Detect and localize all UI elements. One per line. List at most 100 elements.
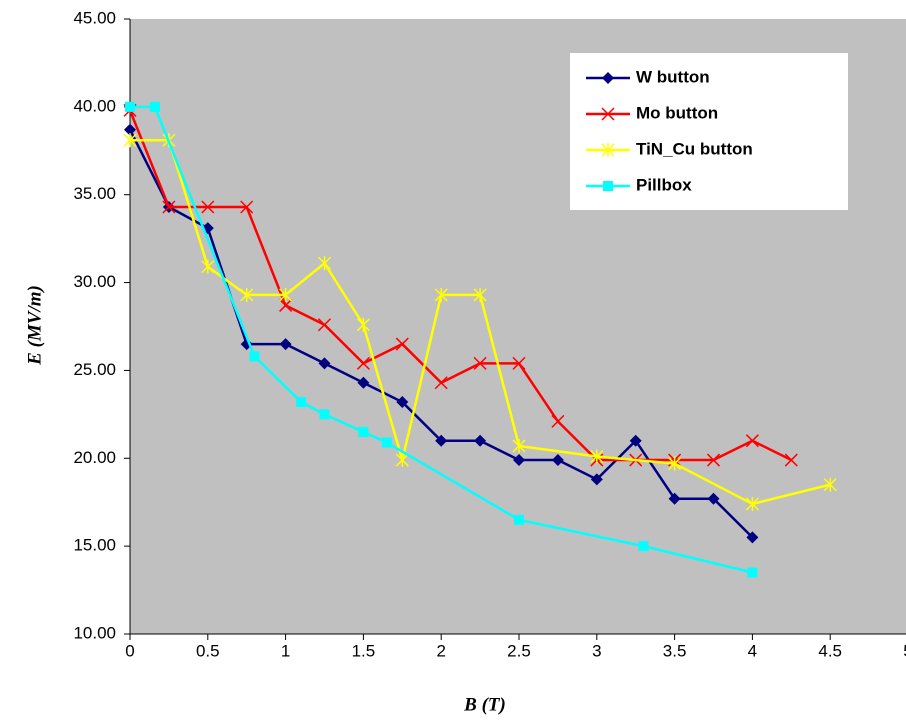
- marker-shape: [513, 454, 525, 467]
- marker: [317, 256, 332, 271]
- series-line: [130, 105, 753, 574]
- marker-shape: [706, 453, 721, 467]
- marker-shape: [356, 356, 370, 370]
- marker-shape: [512, 356, 526, 370]
- y-tick-label: 40.00: [73, 96, 116, 115]
- marker-shape: [396, 396, 409, 409]
- marker: [124, 123, 136, 136]
- marker: [356, 356, 370, 370]
- marker-shape: [201, 259, 215, 274]
- marker: [279, 338, 292, 351]
- marker-shape: [746, 531, 759, 544]
- x-tick-label: 1.5: [352, 641, 376, 660]
- marker-shape: [473, 287, 487, 302]
- y-tick-label: 35.00: [73, 184, 116, 203]
- marker: [513, 454, 525, 467]
- legend-label: W button: [636, 67, 710, 86]
- y-tick-label: 15.00: [73, 536, 116, 555]
- marker: [317, 318, 332, 332]
- marker: [745, 434, 759, 448]
- marker: [434, 376, 448, 390]
- marker: [590, 449, 604, 464]
- marker: [162, 200, 176, 214]
- marker-shape: [745, 434, 759, 448]
- marker: [601, 143, 615, 157]
- marker: [706, 453, 721, 467]
- marker: [395, 337, 409, 351]
- marker-shape: [317, 256, 332, 271]
- marker-shape: [514, 514, 524, 525]
- marker: [474, 434, 487, 447]
- marker: [747, 567, 758, 578]
- marker-shape: [296, 397, 307, 408]
- marker: [201, 259, 215, 274]
- marker: [784, 453, 798, 467]
- marker: [296, 397, 307, 408]
- marker: [279, 287, 293, 302]
- marker-shape: [823, 477, 837, 492]
- y-tick-label: 45.00: [73, 8, 116, 27]
- legend-label: Pillbox: [636, 175, 692, 194]
- marker-shape: [279, 287, 293, 302]
- marker: [745, 496, 759, 511]
- marker-shape: [279, 338, 292, 351]
- marker-shape: [747, 567, 758, 578]
- marker-shape: [435, 434, 448, 447]
- marker-shape: [357, 376, 370, 389]
- marker-shape: [474, 434, 487, 447]
- marker-shape: [395, 337, 409, 351]
- marker: [512, 438, 526, 453]
- marker-shape: [240, 287, 254, 302]
- marker: [551, 414, 565, 428]
- marker-shape: [318, 357, 331, 370]
- marker: [149, 101, 160, 112]
- x-axis-label: B (T): [463, 694, 506, 715]
- x-tick-label: 3: [592, 641, 601, 660]
- legend-label: TiN_Cu button: [636, 139, 753, 158]
- marker-shape: [317, 318, 332, 332]
- marker-shape: [668, 492, 681, 505]
- marker-shape: [602, 72, 614, 84]
- series-line: [128, 109, 792, 462]
- marker: [473, 287, 487, 302]
- x-tick-label: 5: [903, 641, 906, 660]
- legend-label: Mo button: [636, 103, 718, 122]
- marker: [590, 473, 603, 486]
- y-tick-label: 10.00: [73, 623, 116, 642]
- y-tick-label: 30.00: [73, 272, 116, 291]
- marker: [638, 541, 649, 552]
- marker: [514, 514, 524, 525]
- marker-shape: [124, 123, 136, 136]
- marker: [123, 133, 137, 148]
- x-tick-label: 3.5: [663, 641, 687, 660]
- marker-shape: [358, 426, 369, 437]
- marker: [395, 453, 409, 468]
- marker: [434, 287, 448, 302]
- x-tick-label: 0: [125, 641, 134, 660]
- marker: [823, 477, 837, 492]
- marker-shape: [603, 181, 613, 191]
- marker: [668, 456, 682, 471]
- x-tick-label: 0.5: [196, 641, 220, 660]
- marker-shape: [784, 453, 798, 467]
- marker-shape: [551, 414, 565, 428]
- marker: [629, 434, 642, 447]
- marker-shape: [279, 298, 293, 312]
- marker-shape: [356, 317, 370, 332]
- marker: [601, 107, 615, 121]
- marker: [473, 356, 487, 370]
- marker-shape: [745, 496, 759, 511]
- marker-shape: [125, 101, 135, 112]
- marker: [358, 426, 369, 437]
- marker: [240, 287, 254, 302]
- marker-shape: [638, 541, 649, 552]
- marker: [746, 531, 759, 544]
- marker-shape: [601, 107, 615, 121]
- marker-shape: [551, 454, 564, 467]
- x-tick-label: 4.5: [818, 641, 842, 660]
- x-tick-label: 1: [281, 641, 290, 660]
- marker: [707, 492, 720, 505]
- y-tick-label: 25.00: [73, 360, 116, 379]
- marker-shape: [162, 200, 176, 214]
- marker: [602, 72, 614, 84]
